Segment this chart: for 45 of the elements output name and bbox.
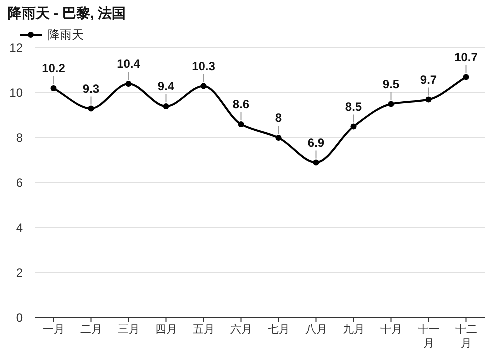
x-tick-label: 十一月: [418, 323, 440, 350]
data-label: 6.9: [308, 136, 325, 150]
x-tick-label: 二月: [80, 324, 102, 336]
x-tick-label: 十月: [380, 323, 402, 336]
point: [126, 81, 132, 87]
data-label: 9.5: [382, 77, 400, 92]
y-tick-label: 0: [16, 311, 24, 325]
data-label: 10.4: [117, 57, 141, 71]
x-tick-label: 十二月: [455, 323, 478, 350]
point: [200, 83, 207, 90]
y-tick-label: 6: [16, 176, 24, 190]
data-label: 10.7: [454, 50, 478, 64]
data-label: 9.4: [158, 80, 175, 94]
point: [50, 86, 57, 92]
x-tick-label: 四月: [155, 324, 178, 336]
x-tick-label: 八月: [305, 324, 328, 336]
legend-label: 降雨天: [48, 28, 84, 42]
point: [276, 135, 282, 141]
x-tick-label: 六月: [230, 323, 252, 336]
data-label: 8.5: [345, 100, 362, 114]
point: [313, 160, 320, 166]
data-label: 10.3: [192, 59, 216, 74]
data-label: 9.7: [420, 72, 438, 87]
data-label: 9.3: [82, 82, 100, 96]
x-tick-label: 五月: [192, 324, 215, 336]
point: [88, 106, 94, 112]
y-tick-label: 10: [10, 86, 24, 100]
data-label: 8.6: [232, 98, 250, 112]
chart-title: 降雨天 - 巴黎, 法国: [8, 5, 126, 21]
data-label: 8: [275, 111, 282, 125]
x-tick-label: 一月: [42, 324, 65, 336]
data-label: 10.2: [42, 62, 66, 76]
y-tick-label: 2: [16, 266, 24, 280]
point: [238, 122, 244, 128]
point: [163, 104, 170, 110]
x-tick-label: 九月: [342, 323, 365, 336]
y-tick-label: 12: [10, 41, 24, 55]
point: [426, 96, 432, 103]
point: [350, 124, 357, 130]
point: [463, 74, 470, 80]
y-tick-label: 4: [16, 221, 24, 235]
x-tick-label: 三月: [118, 324, 140, 336]
x-tick-label: 七月: [268, 323, 290, 336]
point: [388, 101, 394, 108]
y-tick-label: 8: [16, 131, 24, 145]
